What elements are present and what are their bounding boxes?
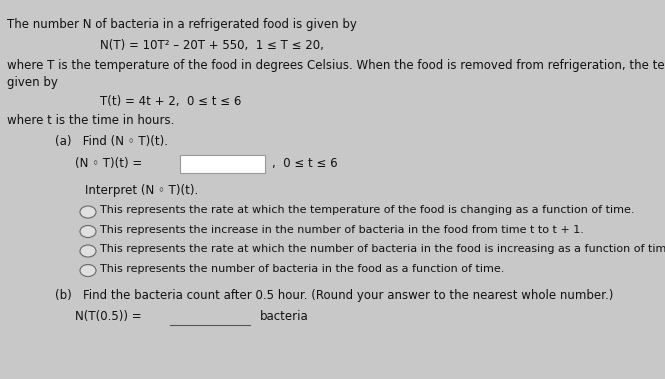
Text: (b)   Find the bacteria count after 0.5 hour. (Round your answer to the nearest : (b) Find the bacteria count after 0.5 ho… <box>55 289 613 302</box>
Text: (N ◦ T)(t) =: (N ◦ T)(t) = <box>75 157 146 171</box>
FancyBboxPatch shape <box>180 155 265 173</box>
Text: ,  0 ≤ t ≤ 6: , 0 ≤ t ≤ 6 <box>272 157 338 171</box>
Text: where t is the time in hours.: where t is the time in hours. <box>7 114 174 127</box>
Text: T(t) = 4t + 2,  0 ≤ t ≤ 6: T(t) = 4t + 2, 0 ≤ t ≤ 6 <box>100 95 241 108</box>
Text: Interpret (N ◦ T)(t).: Interpret (N ◦ T)(t). <box>85 184 198 197</box>
Text: N(T) = 10T² – 20T + 550,  1 ≤ T ≤ 20,: N(T) = 10T² – 20T + 550, 1 ≤ T ≤ 20, <box>100 39 324 52</box>
Text: given by: given by <box>7 75 58 89</box>
Text: N(T(0.5)) =: N(T(0.5)) = <box>75 310 146 323</box>
Ellipse shape <box>80 245 96 257</box>
Text: This represents the number of bacteria in the food as a function of time.: This represents the number of bacteria i… <box>100 264 504 274</box>
Ellipse shape <box>80 265 96 277</box>
Text: where T is the temperature of the food in degrees Celsius. When the food is remo: where T is the temperature of the food i… <box>7 59 665 72</box>
Text: This represents the rate at which the temperature of the food is changing as a f: This represents the rate at which the te… <box>100 205 634 215</box>
Text: This represents the rate at which the number of bacteria in the food is increasi: This represents the rate at which the nu… <box>100 244 665 254</box>
Ellipse shape <box>80 206 96 218</box>
Ellipse shape <box>80 226 96 238</box>
Text: This represents the increase in the number of bacteria in the food from time t t: This represents the increase in the numb… <box>100 225 584 235</box>
Text: The number N of bacteria in a refrigerated food is given by: The number N of bacteria in a refrigerat… <box>7 18 357 31</box>
Text: (a)   Find (N ◦ T)(t).: (a) Find (N ◦ T)(t). <box>55 135 168 148</box>
Text: bacteria: bacteria <box>260 310 309 323</box>
